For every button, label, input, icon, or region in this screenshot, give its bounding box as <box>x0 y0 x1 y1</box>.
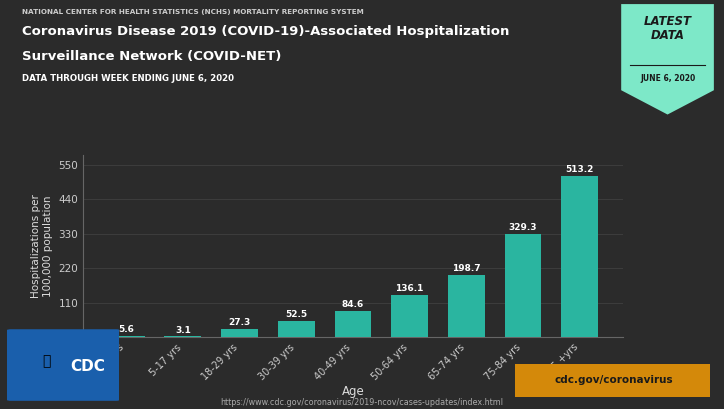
Text: cdc.gov/coronavirus: cdc.gov/coronavirus <box>555 375 673 384</box>
Text: CDC: CDC <box>71 359 106 374</box>
FancyBboxPatch shape <box>5 329 122 401</box>
Text: Surveillance Network (COVID-NET): Surveillance Network (COVID-NET) <box>22 50 281 63</box>
Text: 136.1: 136.1 <box>395 284 424 293</box>
Text: 198.7: 198.7 <box>452 264 481 273</box>
Text: 84.6: 84.6 <box>342 300 364 309</box>
Text: JUNE 6, 2020: JUNE 6, 2020 <box>640 74 695 83</box>
Bar <box>221 329 258 337</box>
Bar <box>278 321 315 337</box>
Bar <box>505 234 542 337</box>
X-axis label: Age: Age <box>342 385 364 398</box>
Text: 27.3: 27.3 <box>229 318 251 327</box>
Text: 513.2: 513.2 <box>565 166 594 175</box>
Bar <box>561 176 598 337</box>
Bar <box>334 311 371 337</box>
Text: 52.5: 52.5 <box>285 310 307 319</box>
Text: LATEST
DATA: LATEST DATA <box>644 15 691 42</box>
Bar <box>391 295 428 337</box>
Text: NATIONAL CENTER FOR HEALTH STATISTICS (NCHS) MORTALITY REPORTING SYSTEM: NATIONAL CENTER FOR HEALTH STATISTICS (N… <box>22 9 363 15</box>
Text: 3.1: 3.1 <box>175 326 191 335</box>
Text: 🦅: 🦅 <box>42 355 51 369</box>
Bar <box>108 336 145 337</box>
Text: 5.6: 5.6 <box>118 325 134 334</box>
Bar <box>448 275 485 337</box>
Text: Coronavirus Disease 2019 (COVID-19)-Associated Hospitalization: Coronavirus Disease 2019 (COVID-19)-Asso… <box>22 25 509 38</box>
Text: 329.3: 329.3 <box>509 223 537 232</box>
FancyBboxPatch shape <box>515 364 710 397</box>
Text: https://www.cdc.gov/coronavirus/2019-ncov/cases-updates/index.html: https://www.cdc.gov/coronavirus/2019-nco… <box>221 398 503 407</box>
Polygon shape <box>621 4 714 115</box>
Text: DATA THROUGH WEEK ENDING JUNE 6, 2020: DATA THROUGH WEEK ENDING JUNE 6, 2020 <box>22 74 234 83</box>
Y-axis label: Hospitalizations per
100,000 population: Hospitalizations per 100,000 population <box>31 195 53 298</box>
